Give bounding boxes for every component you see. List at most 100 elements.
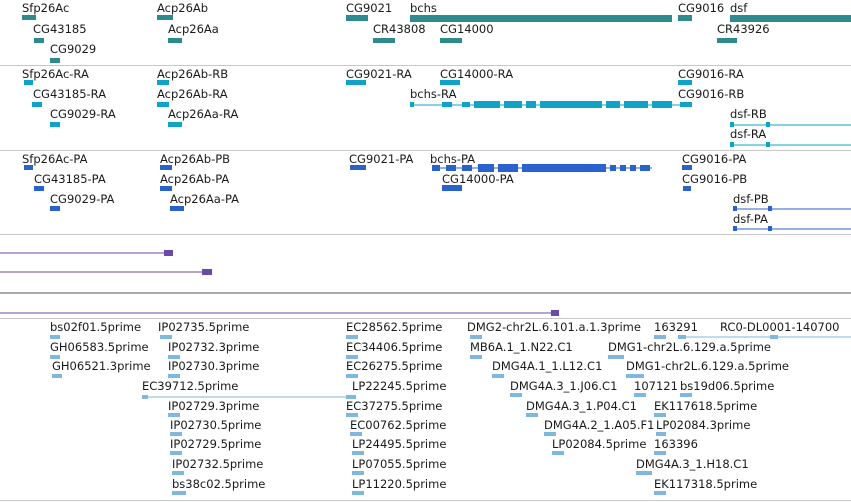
transcript-label[interactable]: CG9016-RA — [678, 67, 744, 81]
est-label[interactable]: EC26275.5prime — [346, 359, 443, 373]
est-label[interactable]: 107121 — [634, 379, 678, 393]
transcript-label[interactable]: Sfp26Ac-RA — [22, 67, 89, 81]
gene-feature — [717, 38, 737, 43]
transcript-label[interactable]: CG9016-RB — [678, 87, 745, 101]
est-label[interactable]: DMG2-chr2L.6.101.a.1.3prime — [467, 320, 641, 334]
est-feature — [346, 413, 358, 417]
est-features — [50, 335, 851, 495]
protein-label[interactable]: bchs-PA — [430, 152, 476, 166]
est-label[interactable]: IP02729.5prime — [170, 437, 262, 451]
est-label[interactable]: RC0-DL0001-140700 — [720, 320, 840, 334]
est-label[interactable]: EC37275.5prime — [346, 399, 443, 413]
est-label[interactable]: MB6A.1_1.N22.C1 — [470, 340, 573, 354]
transcript-feature — [32, 102, 42, 107]
transcript-label[interactable]: Acp26Ab-RB — [157, 67, 229, 81]
est-label[interactable]: 163396 — [654, 437, 698, 451]
est-label[interactable]: bs38c02.5prime — [172, 477, 266, 491]
est-label[interactable]: EC34406.5prime — [346, 340, 443, 354]
est-label[interactable]: IP02729.3prime — [168, 399, 260, 413]
est-label[interactable]: IP02730.5prime — [170, 418, 262, 432]
track-separator — [0, 500, 851, 501]
gene-label[interactable]: CR43808 — [373, 22, 426, 36]
transcript-label[interactable]: CG43185-RA — [33, 87, 107, 101]
est-feature — [608, 355, 624, 359]
protein-label[interactable]: CG9016-PA — [682, 152, 747, 166]
est-label[interactable]: IP02730.3prime — [168, 359, 260, 373]
est-label[interactable]: LP02084.5prime — [552, 437, 647, 451]
transcript-label[interactable]: bchs-RA — [410, 87, 457, 101]
est-label[interactable]: 163291 — [654, 320, 698, 334]
est-label[interactable]: bs02f01.5prime — [50, 320, 142, 334]
protein-label[interactable]: Acp26Aa-PA — [170, 192, 240, 206]
est-label[interactable]: DMG4A.2_1.A05.F1 — [544, 418, 655, 432]
est-label[interactable]: GH06583.5prime — [50, 340, 149, 354]
alignment-features — [0, 250, 851, 316]
est-label[interactable]: DMG4A.3_1.P04.C1 — [526, 399, 637, 413]
est-label[interactable]: EC00762.5prime — [350, 418, 447, 432]
est-label[interactable]: DMG4A.1_1.L12.C1 — [492, 359, 603, 373]
protein-label[interactable]: dsf-PA — [733, 212, 768, 226]
gene-label[interactable]: CG43185 — [33, 22, 87, 36]
est-label[interactable]: EC28562.5prime — [346, 320, 443, 334]
gene-label[interactable]: CG9029 — [50, 42, 97, 56]
est-feature — [346, 395, 356, 399]
est-label[interactable]: LP24495.5prime — [352, 437, 447, 451]
est-label[interactable]: LP07055.5prime — [352, 457, 447, 471]
est-label[interactable]: EK117618.5prime — [654, 399, 758, 413]
alignment-block — [202, 269, 212, 275]
protein-label[interactable]: Acp26Ab-PA — [160, 172, 230, 186]
transcript-exon — [410, 102, 414, 107]
gene-label[interactable]: CR43926 — [717, 22, 770, 36]
est-label[interactable]: LP11220.5prime — [352, 477, 447, 491]
est-feature — [654, 413, 666, 417]
est-feature — [168, 374, 180, 378]
est-label[interactable]: bs19d06.5prime — [680, 379, 775, 393]
gene-feature — [678, 15, 692, 21]
protein-label[interactable]: CG9016-PB — [682, 172, 748, 186]
gene-label[interactable]: CG9016 — [678, 1, 725, 15]
protein-feature — [682, 165, 692, 170]
protein-label[interactable]: CG43185-PA — [34, 172, 106, 186]
protein-label[interactable]: CG9021-PA — [349, 152, 414, 166]
est-label[interactable]: LP02084.3prime — [656, 418, 751, 432]
est-label[interactable]: EK117318.5prime — [654, 477, 758, 491]
est-label[interactable]: IP02735.5prime — [158, 320, 250, 334]
transcript-label[interactable]: Acp26Aa-RA — [168, 107, 239, 121]
transcript-label[interactable]: CG14000-RA — [440, 67, 514, 81]
est-label[interactable]: DMG1-chr2L.6.129.a.5prime — [626, 359, 789, 373]
protein-exon — [630, 165, 636, 171]
est-label[interactable]: DMG4A.3_1.H18.C1 — [636, 457, 749, 471]
est-feature — [552, 451, 564, 455]
est-feature — [678, 335, 686, 339]
est-label[interactable]: IP02732.3prime — [168, 340, 260, 354]
protein-label[interactable]: Acp26Ab-PB — [160, 152, 231, 166]
est-label[interactable]: GH06521.3prime — [52, 359, 151, 373]
est-label[interactable]: DMG4A.3_1.J06.C1 — [510, 379, 618, 393]
transcript-label[interactable]: dsf-RA — [730, 127, 767, 141]
transcript-feature — [24, 80, 33, 85]
est-feature — [168, 355, 180, 359]
gene-label[interactable]: Acp26Ab — [157, 1, 209, 15]
gene-label[interactable]: CG14000 — [440, 22, 494, 36]
gene-label[interactable]: Sfp26Ac — [22, 1, 70, 15]
transcript-exon — [442, 102, 452, 107]
est-label[interactable]: DMG1-chr2L.6.129.a.5prime — [608, 340, 771, 354]
est-label[interactable]: LP22245.5prime — [352, 379, 447, 393]
transcript-label[interactable]: dsf-RB — [730, 107, 767, 121]
est-label[interactable]: IP02732.5prime — [172, 457, 264, 471]
transcript-feature — [50, 122, 60, 127]
transcript-feature — [168, 122, 182, 127]
protein-label[interactable]: CG9029-PA — [50, 192, 115, 206]
protein-label[interactable]: Sfp26Ac-PA — [22, 152, 88, 166]
transcript-exon — [606, 101, 620, 108]
transcript-label[interactable]: Acp26Ab-RA — [157, 87, 228, 101]
gene-label[interactable]: dsf — [730, 1, 748, 15]
gene-label[interactable]: Acp26Aa — [168, 22, 219, 36]
est-label[interactable]: EC39712.5prime — [142, 379, 239, 393]
gene-label[interactable]: CG9021 — [346, 1, 393, 15]
protein-label[interactable]: CG14000-PA — [442, 172, 514, 186]
gene-label[interactable]: bchs — [410, 1, 437, 15]
transcript-label[interactable]: CG9021-RA — [346, 67, 412, 81]
protein-label[interactable]: dsf-PB — [733, 192, 769, 206]
transcript-label[interactable]: CG9029-RA — [50, 107, 116, 121]
